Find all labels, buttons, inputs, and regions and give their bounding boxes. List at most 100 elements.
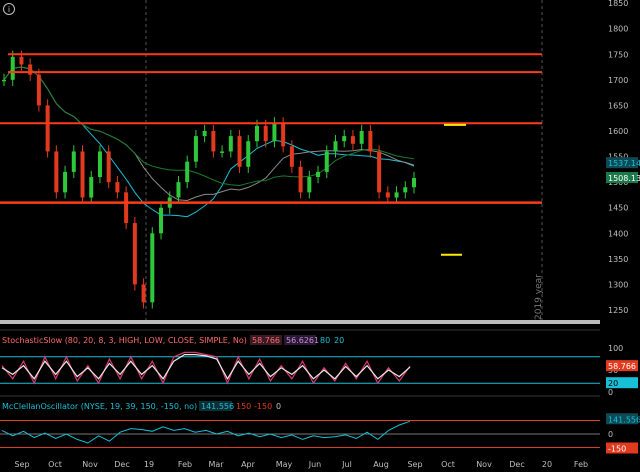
stochastic-upper-value: 80: [320, 336, 330, 345]
stochastic-title: StochasticSlow (80, 20, 8, 3, HIGH, LOW,…: [2, 336, 247, 345]
stochastic-lower-value: 20: [334, 336, 344, 345]
mcclellan-lower-value: -150: [254, 402, 272, 411]
candle-body: [159, 207, 164, 234]
stochastic-tick-label: 100: [608, 344, 623, 353]
stochastic-lower-label-bg: [606, 377, 638, 389]
candle-body: [36, 74, 41, 106]
stochastic-tick-label: 0: [608, 388, 613, 397]
stochastic-k-line: [1, 351, 411, 385]
candle-body: [63, 171, 68, 193]
time-tick-label: Jun: [308, 460, 322, 469]
candle-body: [272, 123, 277, 142]
price-tick-label: 1700: [608, 76, 628, 85]
mcclellan-zero-value: 0: [276, 402, 281, 411]
mcclellan-value-label: 141.556: [608, 415, 640, 424]
candle-body: [263, 125, 268, 142]
candle-body: [176, 182, 181, 198]
mcclellan-lower-label: -150: [608, 445, 626, 454]
time-tick-label: May: [276, 460, 293, 469]
stochastic-d-line: [1, 354, 411, 381]
stochastic-header: StochasticSlow (80, 20, 8, 3, HIGH, LOW,…: [2, 335, 344, 345]
candle-body: [228, 136, 233, 152]
price-panel-bottom-bar: [0, 320, 600, 324]
mcclellan-tick-label: 0: [608, 430, 613, 439]
candle-body: [80, 151, 85, 198]
mcclellan-title: McClellanOscillator (NYSE, 19, 39, 150, …: [2, 402, 197, 411]
svg-text:i: i: [8, 5, 10, 14]
candle-body: [211, 130, 216, 152]
stochastic-panel[interactable]: [0, 351, 600, 385]
candle-body: [377, 151, 382, 193]
time-tick-label: Mar: [208, 460, 224, 469]
price-tick-label: 1850: [608, 0, 628, 8]
candle-body: [132, 223, 137, 285]
price-tick-label: 1750: [608, 50, 628, 59]
candle-body: [342, 136, 347, 142]
candle-body: [412, 178, 416, 188]
candle-body: [333, 141, 338, 152]
time-tick-label: Oct: [48, 460, 62, 469]
candle-body: [124, 192, 129, 224]
mcclellan-panel[interactable]: [0, 420, 600, 448]
ma-value-label-bg: [606, 157, 638, 169]
candle-body: [150, 233, 155, 303]
moving-average-long-line: [3, 66, 415, 187]
candle-body: [185, 161, 190, 183]
time-tick-label: 19: [144, 460, 154, 469]
time-tick-label: Oct: [441, 460, 455, 469]
time-tick-label: Nov: [82, 460, 98, 469]
stochastic-value-label-bg: [606, 360, 638, 372]
info-icon[interactable]: i: [3, 3, 15, 15]
price-tick-label: 1600: [608, 127, 628, 136]
price-panel[interactable]: [0, 0, 543, 320]
price-tick-label: 1400: [608, 229, 628, 238]
year-label: 2019 year: [534, 274, 544, 320]
candle-body: [202, 130, 207, 137]
candle-body: [220, 151, 225, 153]
time-tick-label: Jul: [341, 460, 352, 469]
mcclellan-header: McClellanOscillator (NYSE, 19, 39, 150, …: [2, 401, 281, 411]
time-tick-label: Dec: [114, 460, 129, 469]
stochastic-lower-label: 20: [608, 379, 618, 388]
candle-body: [403, 187, 408, 193]
price-tick-label: 1650: [608, 101, 628, 110]
time-tick-label: Dec: [509, 460, 524, 469]
time-tick-label: Nov: [476, 460, 492, 469]
candle-body: [281, 123, 286, 147]
mcclellan-lower-label-bg: [606, 442, 638, 454]
candle-body: [2, 79, 6, 82]
time-tick-label: 20: [542, 460, 552, 469]
candle-body: [28, 64, 33, 75]
candle-body: [254, 125, 259, 142]
time-tick-label: Sep: [407, 460, 422, 469]
candle-body: [316, 171, 321, 178]
candle-body: [45, 105, 50, 152]
price-tick-label: 1250: [608, 306, 628, 315]
candle-body: [141, 284, 146, 303]
candle-body: [19, 56, 24, 65]
price-tick-label: 1800: [608, 25, 628, 34]
ma-value-label: 1537.14: [608, 159, 640, 168]
candle-body: [324, 151, 329, 172]
candle-body: [246, 141, 251, 167]
candle-body: [394, 192, 399, 198]
price-tick-label: 1300: [608, 280, 628, 289]
last-price-label-bg: [606, 172, 638, 184]
time-tick-label: Sep: [14, 460, 29, 469]
stochastic-d-value: 56.6261: [286, 336, 319, 345]
time-tick-label: Apr: [241, 460, 256, 469]
candle-body: [71, 151, 76, 172]
candle-body: [115, 182, 120, 193]
mcclellan-value: 141.556: [201, 402, 234, 411]
candle-body: [237, 136, 242, 167]
time-axis: Sep Oct Nov Dec 19 Feb Mar Apr May Jun Jul Aug Sep Oc…: [14, 460, 588, 469]
mcclellan-upper-value: 150: [236, 402, 251, 411]
price-axis: 1850180017501700165016001550150014501400…: [606, 0, 640, 315]
price-tick-label: 1350: [608, 255, 628, 264]
mcclellan-value-label-bg: [606, 413, 638, 425]
candle-body: [298, 166, 303, 193]
candle-body: [307, 177, 312, 193]
candle-body: [385, 192, 390, 198]
stochastic-value-label: 58.766: [608, 362, 636, 371]
